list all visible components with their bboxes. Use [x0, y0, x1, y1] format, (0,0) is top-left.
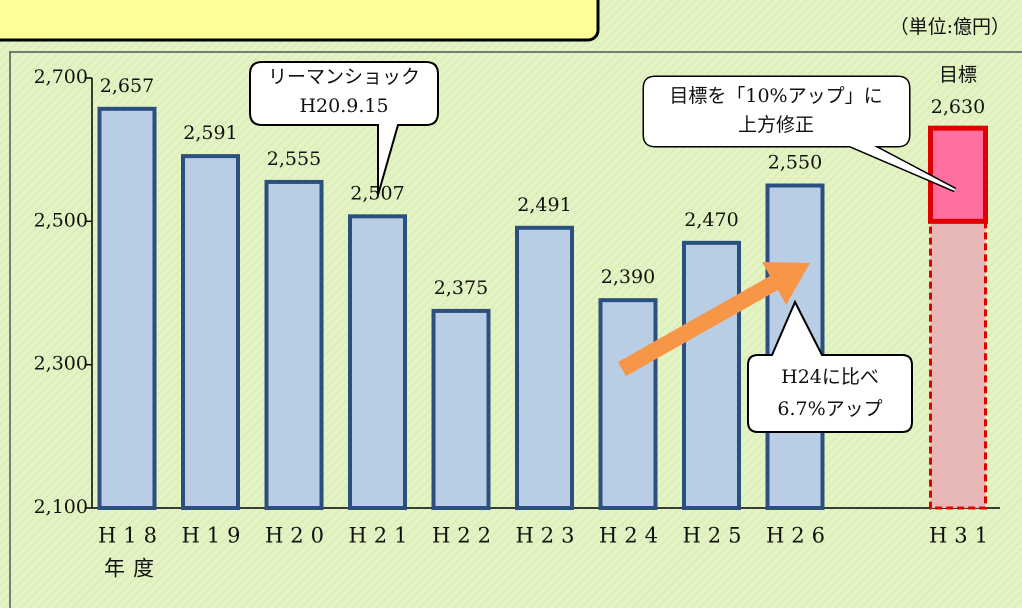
value-label: 2,470 [684, 209, 738, 231]
bar [431, 308, 491, 510]
bar [97, 106, 157, 510]
annotation: H20.9.15 [299, 95, 388, 117]
bar [181, 154, 240, 510]
x-tick-label: H20 [265, 524, 331, 548]
trend-arrow [618, 262, 810, 376]
value-label: 2,491 [517, 194, 571, 216]
target-label: 目標 [939, 64, 977, 86]
x-tick-label: H25 [682, 524, 748, 548]
target-bar [928, 125, 988, 224]
bar [515, 225, 574, 511]
x-tick-label: H26 [766, 524, 832, 548]
y-tick-label: 2,300 [34, 353, 88, 375]
callout-lehman [249, 61, 439, 196]
bar [682, 240, 741, 510]
x-tick-label: H24 [599, 524, 665, 548]
unit-label: （単位:億円） [890, 16, 1010, 38]
value-label: 2,591 [183, 122, 237, 144]
callout-growth [747, 299, 913, 433]
y-tick-label: 2,500 [34, 209, 88, 231]
x-tick-label: H18 [98, 524, 164, 548]
annotation: 6.7%アップ [777, 398, 882, 420]
x-axis-label: 年度 [104, 557, 162, 581]
annotation: リーマンショック [268, 66, 420, 88]
value-label: 2,555 [267, 148, 321, 170]
x-tick-label: H19 [181, 524, 247, 548]
x-tick-label: H21 [348, 524, 414, 548]
value-label: 2,390 [601, 266, 655, 288]
annotation: H24に比べ [781, 366, 879, 388]
bar [348, 214, 407, 510]
bar [598, 298, 658, 510]
y-tick-label: 2,100 [34, 496, 88, 518]
y-tick-label: 2,700 [34, 66, 88, 88]
target-base-bar [929, 219, 987, 510]
value-label: 2,657 [100, 75, 154, 97]
value-label: 2,550 [768, 152, 822, 174]
x-tick-label: H22 [432, 524, 498, 548]
x-tick-label: H23 [515, 524, 581, 548]
bar [264, 179, 324, 511]
target-value-label: 2,630 [931, 96, 985, 118]
annotation: 上方修正 [738, 114, 814, 136]
x-tick-label: H31 [929, 524, 995, 548]
value-label: 2,375 [434, 277, 488, 299]
annotation: 目標を「10%アップ」に [669, 85, 882, 107]
plot-frame [9, 51, 1022, 612]
callout-target-inner [644, 77, 956, 191]
header-box [0, 0, 600, 42]
